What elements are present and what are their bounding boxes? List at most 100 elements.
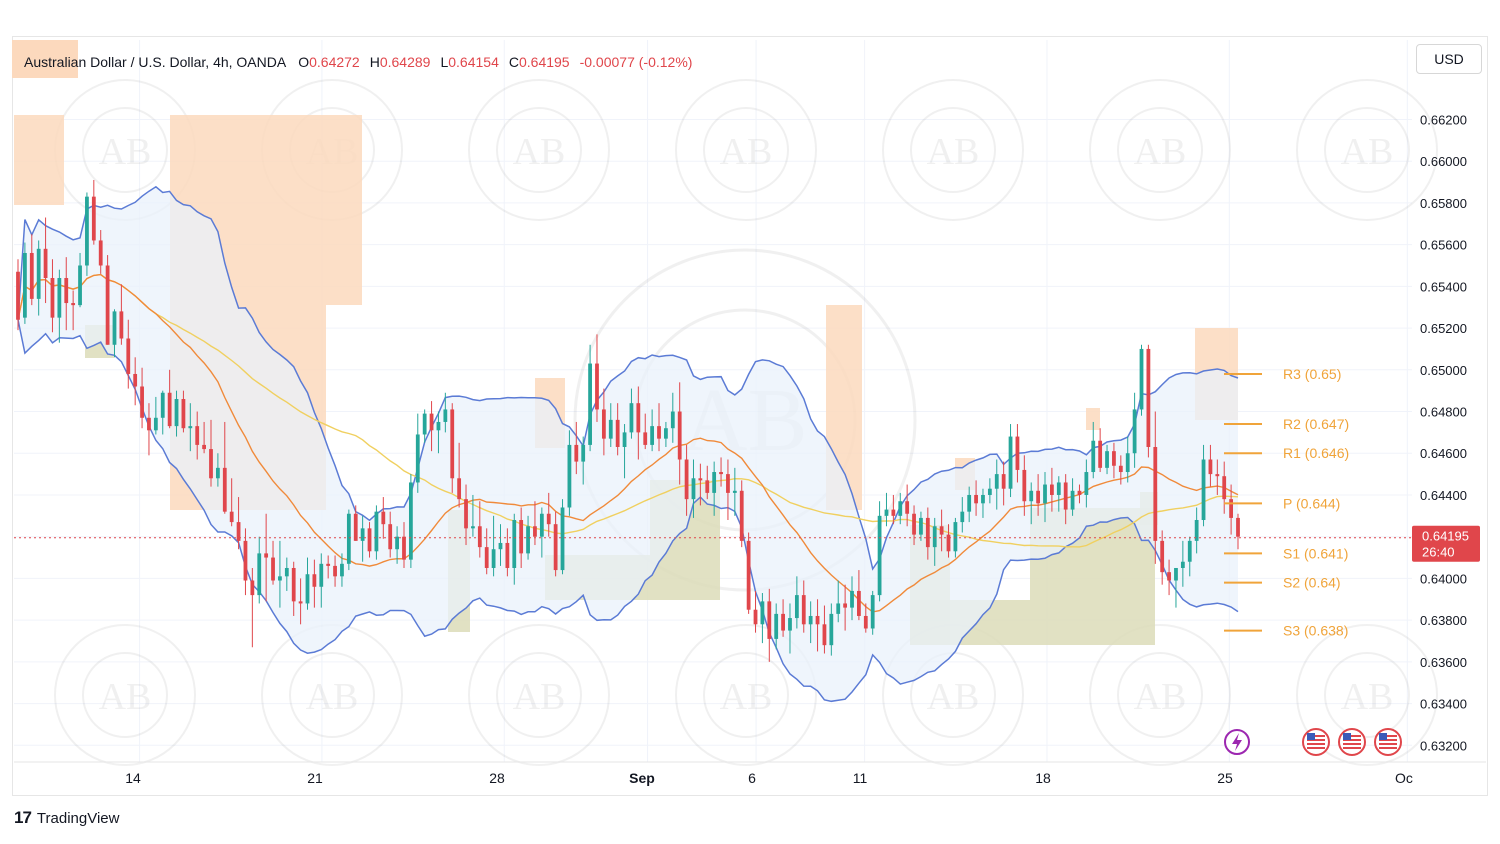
candle-body [512, 520, 517, 568]
y-tick-label: 0.65400 [1420, 279, 1467, 294]
flag-stripe [1307, 735, 1325, 737]
candle-body [188, 426, 193, 429]
flag-stripe [1343, 743, 1361, 745]
candle-body [319, 563, 324, 587]
candle-body [346, 513, 351, 564]
watermark-ring-large [573, 248, 917, 592]
candle-body [505, 542, 510, 568]
y-tick-label: 0.65000 [1420, 363, 1467, 378]
symbol-title[interactable]: Australian Dollar / U.S. Dollar, 4h, OAN… [24, 54, 287, 70]
candle-body [1118, 465, 1123, 473]
us-flag-icon[interactable] [1374, 728, 1402, 756]
us-flag-icon[interactable] [1302, 728, 1330, 756]
candles [16, 179, 1240, 662]
bollinger-lower [17, 319, 1239, 703]
y-tick-label: 0.64800 [1420, 405, 1467, 420]
candle-body [415, 434, 420, 483]
close-label: C [508, 54, 519, 70]
candle-body [946, 534, 951, 552]
candle-body [1229, 499, 1234, 518]
candle-body [636, 403, 641, 433]
candle-body [1187, 540, 1192, 562]
supply-zone [14, 115, 64, 205]
candle-body [781, 613, 785, 631]
candle-body [1105, 451, 1109, 468]
lightning-bolt-icon [1232, 733, 1242, 751]
candle-body [898, 501, 903, 516]
watermark-initials: AB [513, 676, 566, 718]
tradingview-brand[interactable]: 17 TradingView [14, 808, 119, 828]
candle-body [1056, 482, 1061, 495]
ma-slow [17, 273, 1239, 548]
candle-body [519, 520, 524, 554]
candle-body [677, 411, 682, 460]
candle-body [760, 601, 765, 625]
y-tick-label: 0.63200 [1420, 738, 1467, 753]
high-value: 0.64289 [379, 54, 431, 70]
flag-stripe [1307, 747, 1325, 749]
flag-stripe [1379, 739, 1397, 741]
chart-frame [12, 36, 1488, 796]
candle-body [1146, 348, 1151, 447]
y-tick-label: 0.63600 [1420, 655, 1467, 670]
candle-body [78, 265, 82, 306]
candle-body [140, 386, 144, 418]
open-value: 0.64272 [309, 54, 360, 70]
watermark-ring [1324, 107, 1410, 193]
candle-body [767, 601, 772, 639]
ma-fast [17, 273, 1239, 613]
watermark-ring [496, 652, 582, 738]
candle-body [836, 603, 841, 614]
candle-body [402, 536, 406, 560]
flag-stripe [1343, 739, 1361, 741]
candle-body [746, 540, 751, 610]
candle-body [1063, 482, 1068, 510]
candle-body [305, 574, 310, 604]
candle-body [732, 490, 737, 493]
candle-body [1180, 561, 1185, 568]
flag-stripe [1307, 739, 1325, 741]
candle-body [57, 278, 62, 318]
x-tick-label: 25 [1217, 770, 1233, 786]
candle-body [850, 590, 854, 608]
flag-stripe [1379, 747, 1397, 749]
watermark-ring [1296, 624, 1438, 766]
candle-body [16, 271, 20, 320]
watermark-initials: AB [927, 676, 980, 718]
candle-body [801, 595, 806, 625]
candle-body [553, 524, 558, 571]
candle-body [326, 563, 331, 566]
change-value: -0.00077 (-0.12%) [579, 54, 693, 70]
candle-body [50, 278, 55, 318]
symbol-legend: Australian Dollar / U.S. Dollar, 4h, OAN… [12, 46, 702, 78]
candle-body [1174, 567, 1178, 581]
candle-body [581, 444, 586, 462]
x-tick-label: 21 [307, 770, 323, 786]
candle-body [1167, 572, 1171, 581]
candle-body [719, 472, 723, 475]
candle-body [1022, 469, 1027, 502]
candle-body [105, 265, 110, 345]
y-tick-label: 0.66000 [1420, 154, 1467, 169]
candle-body [726, 474, 730, 493]
watermark-initials: AB [720, 131, 773, 173]
candle-body [85, 196, 89, 266]
currency-button[interactable]: USD [1416, 44, 1482, 74]
candle-body [381, 511, 386, 525]
flag-stripe [1379, 735, 1397, 737]
watermark-ring [703, 652, 789, 738]
watermark-initials: AB [306, 676, 359, 718]
y-tick-label: 0.63400 [1420, 697, 1467, 712]
watermark-initials: AB [1341, 131, 1394, 173]
candle-body [360, 528, 365, 541]
watermark-ring [1117, 652, 1203, 738]
candle-body [443, 409, 448, 422]
candle-body [1194, 520, 1199, 541]
candle-body [119, 311, 124, 339]
watermark-ring [54, 624, 196, 766]
us-flag-icon[interactable] [1338, 728, 1366, 756]
pivot-label: S2 (0.64) [1283, 575, 1341, 591]
candle-body [1015, 436, 1020, 470]
event-markers[interactable] [1224, 728, 1402, 756]
